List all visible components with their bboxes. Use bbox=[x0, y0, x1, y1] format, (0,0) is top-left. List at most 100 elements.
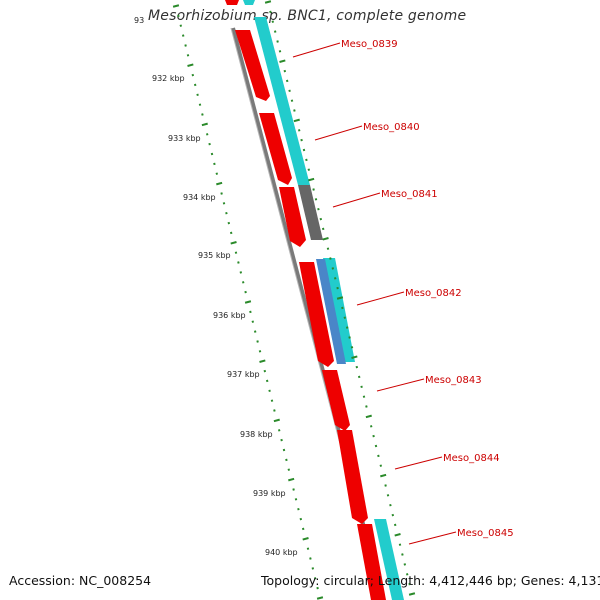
scale-tick-minor bbox=[294, 498, 298, 501]
feature-track bbox=[243, 0, 404, 600]
scale-label: 938 kbp bbox=[240, 430, 273, 439]
scale-tick-minor bbox=[333, 277, 337, 280]
scale-tick-minor bbox=[186, 54, 190, 57]
gene-arrow[interactable] bbox=[259, 113, 292, 185]
scale-tick-minor bbox=[360, 385, 363, 389]
scale-tick-minor bbox=[326, 247, 330, 250]
gene-arrow[interactable] bbox=[357, 524, 386, 600]
scale-tick-minor bbox=[313, 577, 317, 580]
rna-feature[interactable] bbox=[316, 259, 346, 364]
gene-label-meso-0844[interactable]: Meso_0844 bbox=[443, 453, 500, 464]
scale-tick-minor bbox=[403, 563, 407, 566]
scale-tick-minor bbox=[265, 379, 269, 383]
scale-tick-minor bbox=[249, 310, 252, 314]
scale-tick-major bbox=[244, 300, 252, 304]
scale-tick-minor bbox=[379, 464, 383, 467]
scale-tick-minor bbox=[220, 192, 223, 195]
scale-tick-minor bbox=[405, 573, 409, 576]
scale-tick-major bbox=[216, 181, 223, 186]
gene-arrow[interactable] bbox=[322, 370, 350, 431]
scale-tick-minor bbox=[362, 395, 366, 398]
scale-tick-minor bbox=[273, 409, 276, 412]
scale-tick-minor bbox=[196, 93, 199, 97]
gene-label-meso-0843[interactable]: Meso_0843 bbox=[425, 375, 482, 386]
scale-tick-minor bbox=[293, 109, 296, 112]
scale-tick-minor bbox=[237, 261, 240, 264]
scale-label: 932 kbp bbox=[152, 74, 185, 83]
scale-tick-minor bbox=[227, 221, 231, 225]
scale-tick-minor bbox=[316, 586, 319, 590]
scale-tick-minor bbox=[357, 375, 361, 379]
scale-tick-minor bbox=[239, 271, 243, 274]
scale-tick-minor bbox=[271, 20, 275, 23]
gene-arrow[interactable] bbox=[235, 30, 270, 101]
scale-tick-minor bbox=[258, 350, 262, 353]
scale-tick-minor bbox=[288, 89, 291, 93]
scale-tick-major bbox=[365, 414, 372, 419]
gene-label-meso-0841[interactable]: Meso_0841 bbox=[381, 189, 438, 200]
scale-tick-minor bbox=[372, 434, 375, 438]
scale-label: 934 kbp bbox=[183, 193, 216, 202]
scale-tick-major bbox=[201, 122, 208, 127]
scale-tick-minor bbox=[225, 211, 228, 215]
scale-tick-minor bbox=[302, 148, 306, 152]
scale-tick-major bbox=[336, 296, 344, 300]
scale-tick-minor bbox=[213, 162, 216, 166]
scale-tick-major bbox=[302, 537, 309, 541]
gene-label-meso-0839[interactable]: Meso_0839 bbox=[341, 39, 398, 50]
genome-summary-text: Topology: circular; Length: 4,412,446 bp… bbox=[261, 573, 600, 588]
scale-tick-minor bbox=[280, 438, 283, 442]
cds-feature[interactable] bbox=[243, 0, 255, 5]
scale-tick-minor bbox=[389, 503, 392, 507]
scale-tick-minor bbox=[184, 44, 187, 47]
scale-tick-minor bbox=[331, 267, 335, 270]
gene-label-meso-0840[interactable]: Meso_0840 bbox=[363, 122, 420, 133]
scale-tick-minor bbox=[273, 30, 277, 33]
cds-feature[interactable] bbox=[374, 519, 404, 600]
gene-arrow[interactable] bbox=[225, 0, 239, 5]
scale-tick-major bbox=[264, 0, 272, 4]
scale-tick-major bbox=[380, 473, 387, 478]
scale-tick-minor bbox=[345, 326, 349, 329]
scale-tick-minor bbox=[311, 567, 315, 570]
scale-tick-minor bbox=[374, 444, 378, 448]
scale-labels: 93 932 kbp 933 kbp 934 kbp 935 kbp 936 k… bbox=[134, 16, 298, 557]
forward-strand-genes bbox=[225, 0, 386, 600]
scale-label: 936 kbp bbox=[213, 311, 246, 320]
scale-label: 935 kbp bbox=[198, 251, 231, 260]
scale-tick-major bbox=[293, 118, 300, 123]
cds-feature[interactable] bbox=[254, 17, 310, 185]
cds-feature[interactable] bbox=[323, 258, 355, 362]
pseudo-feature[interactable] bbox=[298, 185, 323, 240]
scale-tick-minor bbox=[297, 129, 301, 132]
scale-tick-minor bbox=[319, 217, 323, 221]
scale-tick-minor bbox=[198, 103, 202, 106]
gene-arrow[interactable] bbox=[279, 187, 306, 247]
scale-tick-minor bbox=[201, 113, 204, 116]
gene-label-meso-0842[interactable]: Meso_0842 bbox=[405, 288, 462, 299]
scale-tick-minor bbox=[277, 429, 281, 432]
scale-tick-minor bbox=[393, 523, 397, 527]
scale-tick-major bbox=[322, 237, 329, 241]
scale-tick-minor bbox=[350, 346, 354, 349]
gene-arrow[interactable] bbox=[337, 430, 368, 524]
gene-arrow[interactable] bbox=[299, 262, 334, 367]
map-title: Mesorhizobium sp. BNC1, complete genome bbox=[148, 8, 467, 24]
scale-ticks-right bbox=[264, 0, 416, 596]
scale-tick-minor bbox=[263, 369, 267, 373]
scale-tick-major bbox=[351, 355, 358, 359]
scale-tick-minor bbox=[278, 50, 282, 53]
scale-tick-minor bbox=[285, 79, 289, 83]
scale-tick-minor bbox=[355, 365, 359, 369]
scale-tick-minor bbox=[179, 24, 183, 27]
scale-tick-minor bbox=[241, 281, 245, 284]
scale-tick-minor bbox=[336, 286, 339, 290]
scale-tick-minor bbox=[222, 202, 226, 205]
scale-tick-minor bbox=[229, 231, 233, 235]
scale-tick-minor bbox=[365, 405, 368, 408]
scale-tick-major bbox=[172, 4, 180, 8]
scale-tick-minor bbox=[253, 330, 257, 333]
gene-label-meso-0845[interactable]: Meso_0845 bbox=[457, 528, 514, 539]
scale-tick-minor bbox=[287, 468, 291, 471]
